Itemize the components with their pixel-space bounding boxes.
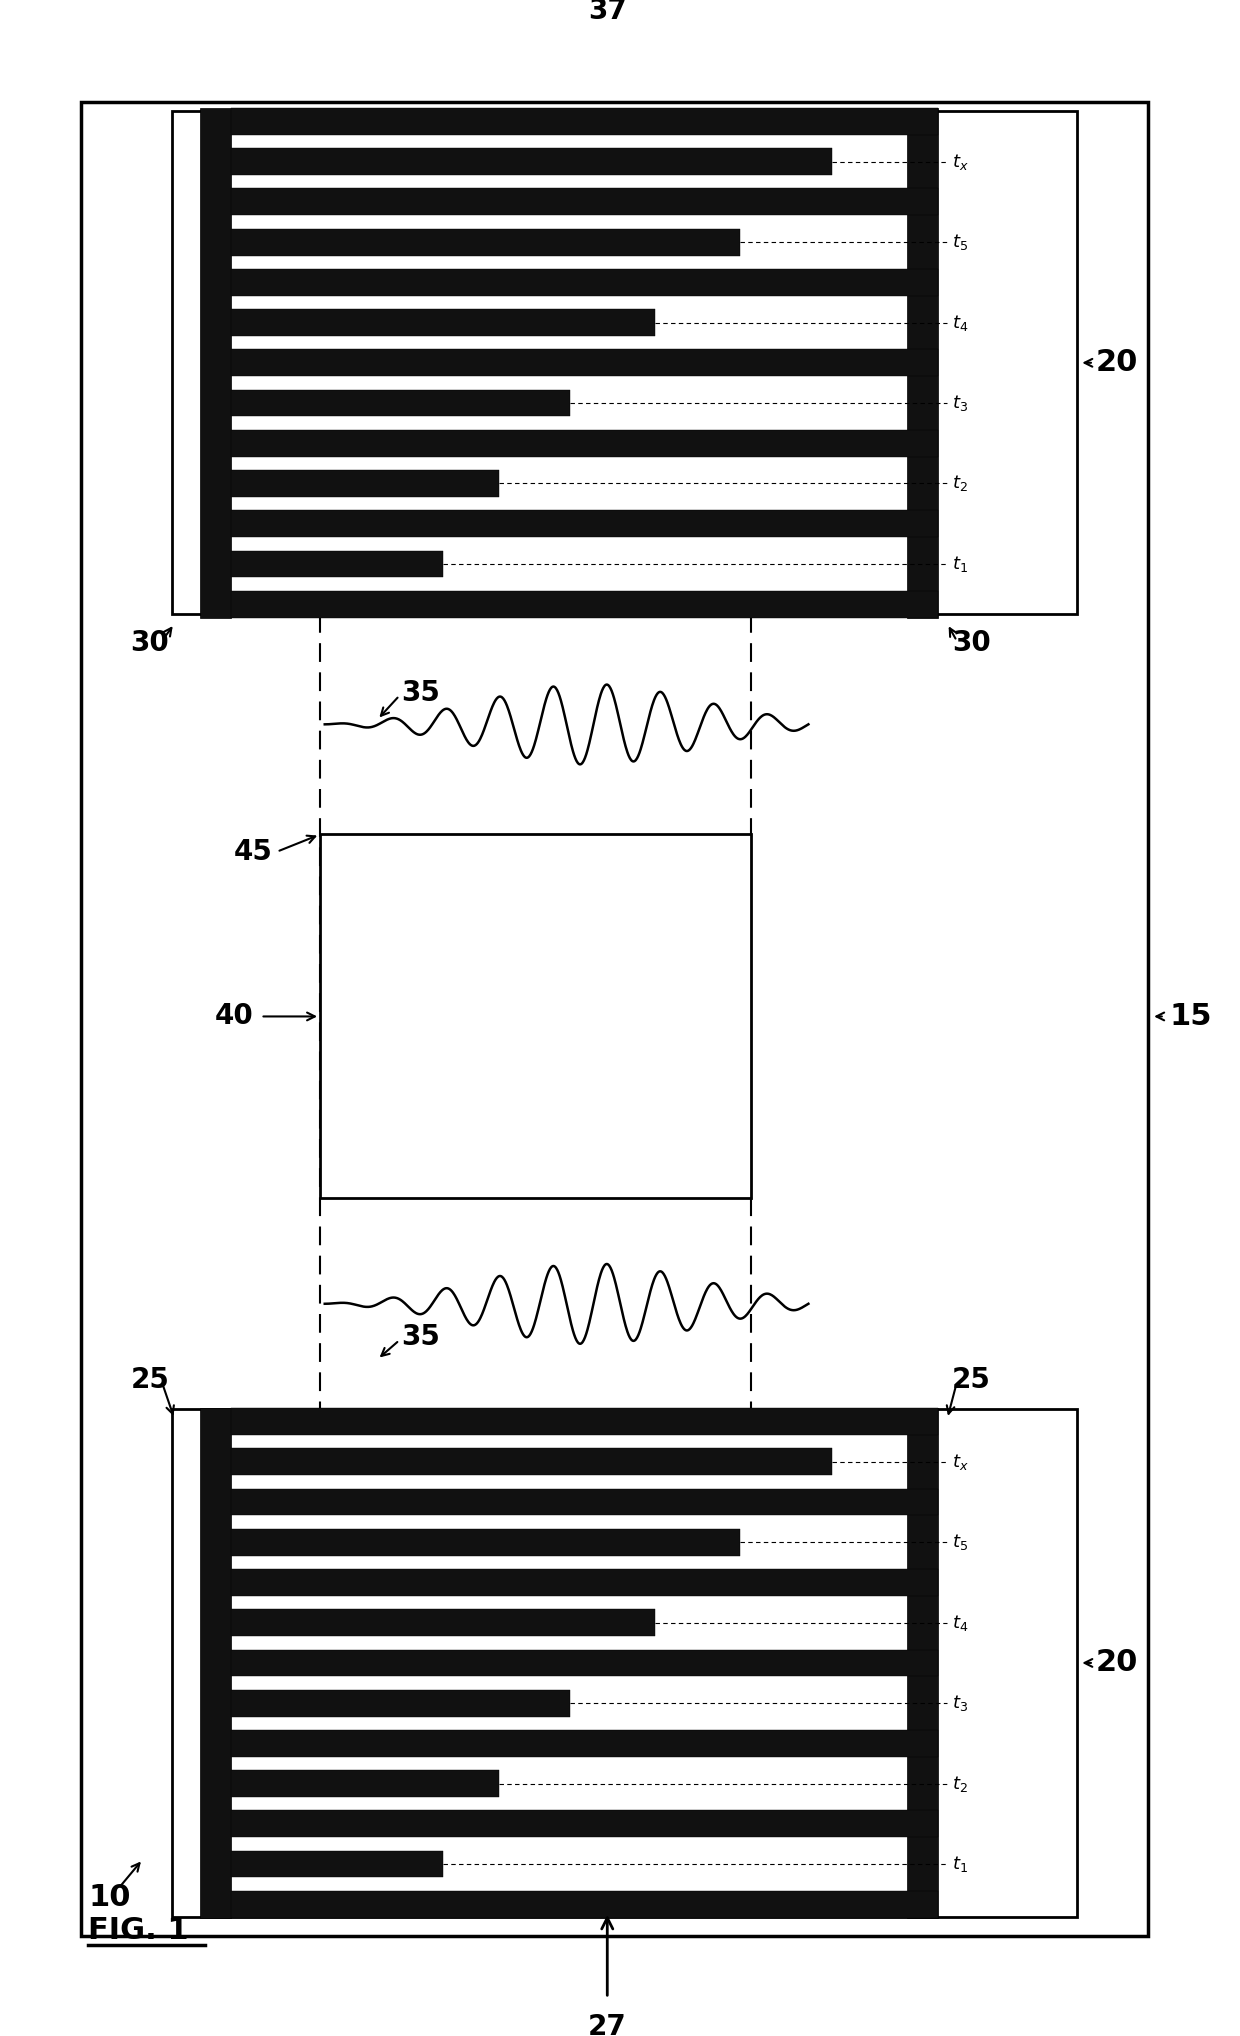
Bar (231, 1649, 937, 1676)
Bar (231, 430, 937, 456)
Text: $t_4$: $t_4$ (952, 314, 968, 332)
Text: FIG. 1: FIG. 1 (88, 1916, 188, 1946)
Bar (231, 1891, 937, 1918)
Bar (231, 1409, 937, 1435)
Bar (200, 1409, 231, 1918)
Text: $t_4$: $t_4$ (952, 1613, 968, 1633)
Text: 35: 35 (402, 1323, 440, 1352)
Bar (231, 228, 740, 257)
Bar (231, 590, 937, 617)
Text: 25: 25 (952, 1366, 991, 1395)
Text: $t_x$: $t_x$ (952, 1452, 968, 1472)
Text: 40: 40 (215, 1002, 253, 1030)
Bar (231, 189, 937, 216)
Bar (231, 1529, 740, 1556)
Text: $t_1$: $t_1$ (952, 554, 968, 574)
Bar (231, 1851, 443, 1877)
Bar (231, 550, 443, 578)
Bar (231, 470, 500, 497)
Text: 37: 37 (588, 0, 626, 24)
Text: $t_5$: $t_5$ (952, 1533, 968, 1551)
Bar (231, 1810, 937, 1836)
Text: 30: 30 (130, 629, 169, 658)
Text: 10: 10 (88, 1883, 130, 1912)
Text: 25: 25 (130, 1366, 169, 1395)
Bar (231, 1769, 500, 1798)
Bar (231, 1608, 655, 1637)
Bar (171, 112, 1076, 615)
Text: 45: 45 (234, 837, 273, 865)
Bar (81, 102, 1148, 1936)
Bar (171, 1409, 1076, 1916)
Bar (231, 309, 655, 336)
Bar (231, 1690, 570, 1716)
Text: $t_3$: $t_3$ (952, 1694, 968, 1712)
Bar (231, 1731, 937, 1757)
Text: 27: 27 (588, 2012, 626, 2036)
Bar (231, 1448, 832, 1476)
Text: $t_2$: $t_2$ (952, 1773, 968, 1794)
Bar (231, 149, 832, 175)
Bar (231, 1488, 937, 1515)
Bar (231, 108, 937, 134)
Text: $t_5$: $t_5$ (952, 232, 968, 252)
Bar (200, 108, 231, 617)
Text: 35: 35 (402, 678, 440, 706)
Text: 20: 20 (1096, 1649, 1138, 1678)
Bar (231, 350, 937, 377)
Bar (231, 1570, 937, 1596)
Text: $t_3$: $t_3$ (952, 393, 968, 413)
Text: $t_2$: $t_2$ (952, 474, 968, 493)
Bar (231, 389, 570, 417)
Bar (906, 1409, 937, 1918)
Text: 15: 15 (1169, 1002, 1211, 1030)
Bar (320, 835, 751, 1199)
Text: $t_1$: $t_1$ (952, 1855, 968, 1873)
Text: 30: 30 (952, 629, 991, 658)
Bar (231, 269, 937, 295)
Bar (906, 108, 937, 617)
Text: 20: 20 (1096, 348, 1138, 377)
Text: $t_x$: $t_x$ (952, 151, 968, 171)
Bar (231, 511, 937, 538)
